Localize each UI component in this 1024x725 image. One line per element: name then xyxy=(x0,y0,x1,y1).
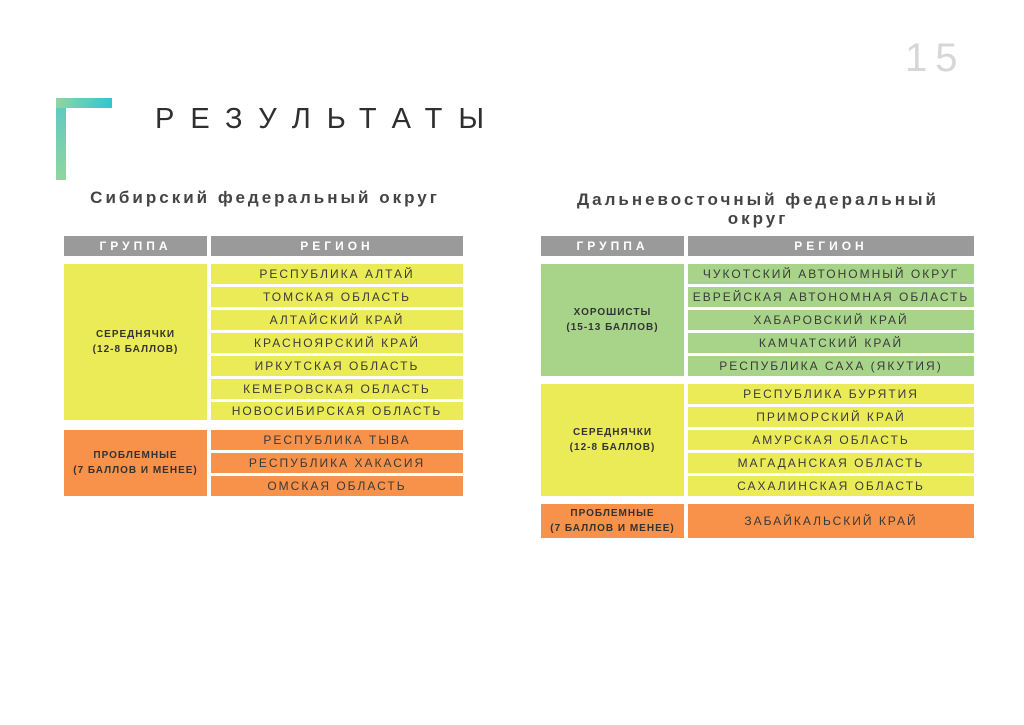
siberia-region-cell: ОМСКАЯ ОБЛАСТЬ xyxy=(211,476,463,496)
group-name: ПРОБЛЕМНЫЕ xyxy=(93,450,178,461)
siberia-group-average: СЕРЕДНЯЧКИ (12-8 БАЛЛОВ) xyxy=(64,264,207,420)
fareast-group-good: ХОРОШИСТЫ (15-13 БАЛЛОВ) xyxy=(541,264,684,376)
siberia-region-cell: РЕСПУБЛИКА ХАКАСИЯ xyxy=(211,453,463,473)
siberia-region-cell: ИРКУТСКАЯ ОБЛАСТЬ xyxy=(211,356,463,376)
fareast-region-cell: ЧУКОТСКИЙ АВТОНОМНЫЙ ОКРУГ xyxy=(688,264,974,284)
siberia-region-cell: НОВОСИБИРСКАЯ ОБЛАСТЬ xyxy=(211,402,463,420)
group-score: (7 БАЛЛОВ И МЕНЕЕ) xyxy=(73,465,198,476)
fareast-region-cell: МАГАДАНСКАЯ ОБЛАСТЬ xyxy=(688,453,974,473)
group-score: (15-13 БАЛЛОВ) xyxy=(566,322,659,333)
page-number: 15 xyxy=(905,36,966,80)
fareast-title: Дальневосточный федеральный округ xyxy=(538,190,978,228)
group-name: ПРОБЛЕМНЫЕ xyxy=(570,508,655,519)
fareast-region-cell: ХАБАРОВСКИЙ КРАЙ xyxy=(688,310,974,330)
fareast-region-cell: РЕСПУБЛИКА БУРЯТИЯ xyxy=(688,384,974,404)
fareast-region-cell: АМУРСКАЯ ОБЛАСТЬ xyxy=(688,430,974,450)
siberia-region-cell: ТОМСКАЯ ОБЛАСТЬ xyxy=(211,287,463,307)
group-name: СЕРЕДНЯЧКИ xyxy=(95,329,176,340)
page-title: РЕЗУЛЬТАТЫ xyxy=(155,103,501,135)
corner-accent-vertical xyxy=(56,98,66,180)
fareast-region-cell: ЕВРЕЙСКАЯ АВТОНОМНАЯ ОБЛАСТЬ xyxy=(688,287,974,307)
siberia-region-cell: РЕСПУБЛИКА ТЫВА xyxy=(211,430,463,450)
fareast-region-cell: РЕСПУБЛИКА САХА (ЯКУТИЯ) xyxy=(688,356,974,376)
corner-accent-horizontal xyxy=(56,98,112,108)
fareast-region-cell: САХАЛИНСКАЯ ОБЛАСТЬ xyxy=(688,476,974,496)
corner-accent xyxy=(56,98,112,180)
group-name: СЕРЕДНЯЧКИ xyxy=(572,427,653,438)
siberia-region-cell: АЛТАЙСКИЙ КРАЙ xyxy=(211,310,463,330)
fareast-header-group: ГРУППА xyxy=(541,236,684,256)
fareast-region-cell: КАМЧАТСКИЙ КРАЙ xyxy=(688,333,974,353)
siberia-group-problem: ПРОБЛЕМНЫЕ (7 БАЛЛОВ И МЕНЕЕ) xyxy=(64,430,207,496)
fareast-region-cell: ЗАБАЙКАЛЬСКИЙ КРАЙ xyxy=(688,504,974,538)
group-score: (12-8 БАЛЛОВ) xyxy=(92,344,179,355)
fareast-group-average: СЕРЕДНЯЧКИ (12-8 БАЛЛОВ) xyxy=(541,384,684,496)
siberia-region-cell: КЕМЕРОВСКАЯ ОБЛАСТЬ xyxy=(211,379,463,399)
fareast-title-line1: Дальневосточный федеральный xyxy=(577,190,939,209)
group-score: (7 БАЛЛОВ И МЕНЕЕ) xyxy=(550,523,675,534)
fareast-region-cell: ПРИМОРСКИЙ КРАЙ xyxy=(688,407,974,427)
fareast-group-problem: ПРОБЛЕМНЫЕ (7 БАЛЛОВ И МЕНЕЕ) xyxy=(541,504,684,538)
siberia-region-cell: РЕСПУБЛИКА АЛТАЙ xyxy=(211,264,463,284)
fareast-title-line2: округ xyxy=(727,209,789,228)
group-score: (12-8 БАЛЛОВ) xyxy=(569,442,656,453)
siberia-header-region: РЕГИОН xyxy=(211,236,463,256)
group-name: ХОРОШИСТЫ xyxy=(573,307,652,318)
fareast-header-region: РЕГИОН xyxy=(688,236,974,256)
siberia-region-cell: КРАСНОЯРСКИЙ КРАЙ xyxy=(211,333,463,353)
siberia-title: Сибирский федеральный округ xyxy=(90,188,440,207)
siberia-header-group: ГРУППА xyxy=(64,236,207,256)
